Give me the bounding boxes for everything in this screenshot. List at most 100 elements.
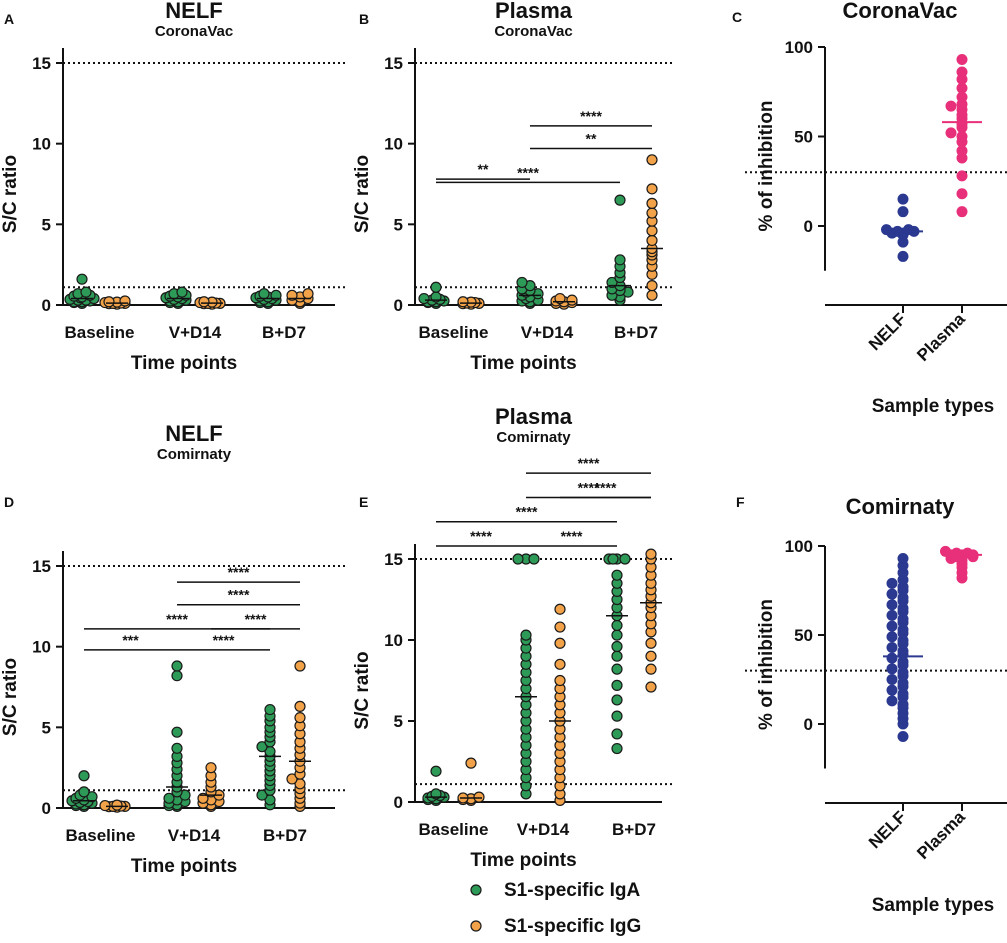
- data-point: [903, 224, 914, 236]
- significance-label: **: [478, 161, 489, 177]
- data-point: [611, 663, 623, 675]
- data-point: [258, 288, 270, 300]
- chart-panel-c: C CoronaVac 0 50 100 NELF Plasma Sample types % …: [732, 0, 1007, 417]
- x-tick-label: B+D7: [262, 323, 306, 342]
- data-point: [611, 640, 623, 653]
- x-tick-label: V+D14: [169, 323, 222, 342]
- y-tick-label: 10: [32, 135, 51, 154]
- data-point: [528, 553, 540, 565]
- significance-label: ***: [122, 632, 139, 648]
- data-point: [163, 792, 175, 804]
- data-point: [611, 650, 623, 662]
- x-tick-label: B+D7: [614, 323, 658, 342]
- data-point: [256, 741, 268, 753]
- y-tick-label: 50: [794, 626, 813, 645]
- data-point: [646, 289, 658, 301]
- data-point: [951, 547, 962, 559]
- data-point: [940, 545, 951, 557]
- data-point: [614, 194, 626, 206]
- y-tick-label: 5: [394, 215, 403, 234]
- data-point: [554, 658, 566, 670]
- data-point: [611, 694, 623, 706]
- data-point: [78, 786, 90, 798]
- x-axis-title: Sample types: [872, 895, 995, 916]
- data-point: [886, 652, 898, 664]
- data-point: [171, 726, 183, 738]
- significance-label: ****: [580, 108, 602, 124]
- data-point: [86, 791, 98, 803]
- x-axis-title: Time points: [131, 856, 237, 877]
- y-tick-label: 100: [785, 38, 813, 57]
- y-tick-label: 0: [42, 296, 51, 315]
- y-tick-label: 15: [384, 54, 403, 73]
- data-point: [99, 799, 111, 812]
- y-tick-label: 5: [42, 215, 51, 234]
- y-tick-label: 10: [384, 135, 403, 154]
- significance-label: ****: [166, 611, 188, 627]
- data-point: [646, 225, 658, 237]
- data-point: [512, 553, 524, 565]
- data-point: [294, 712, 306, 724]
- data-point: [554, 674, 566, 687]
- panel-letter: E: [359, 494, 368, 510]
- legend-marker: [470, 920, 482, 932]
- data-point: [956, 206, 968, 218]
- data-point: [645, 663, 657, 675]
- x-axis-title: Time points: [470, 353, 576, 374]
- y-tick-label: 0: [42, 799, 51, 818]
- data-point: [886, 663, 898, 675]
- data-point: [171, 742, 183, 754]
- data-point: [956, 66, 968, 78]
- x-tick-label: Baseline: [419, 323, 489, 342]
- chart-title: Comirnaty: [846, 494, 956, 519]
- x-tick-label: V+D14: [517, 820, 570, 839]
- significance-label: ****: [228, 564, 250, 580]
- legend: S1-specific IgA S1-specific IgG: [470, 880, 641, 937]
- significance-label: ****: [516, 504, 538, 520]
- significance-label: ****: [578, 455, 600, 471]
- data-point: [76, 273, 88, 285]
- chart-subtitle: CoronaVac: [494, 23, 572, 40]
- data-point: [614, 254, 626, 266]
- data-point: [607, 553, 619, 565]
- y-axis-title: S/C ratio: [352, 155, 373, 233]
- y-tick-label: 0: [804, 217, 813, 236]
- y-tick-label: 100: [785, 537, 813, 556]
- chart-title: Plasma: [495, 404, 573, 429]
- y-tick-label: 0: [394, 793, 403, 812]
- data-point: [205, 762, 217, 774]
- chart-subtitle: Comirnaty: [496, 429, 571, 446]
- data-point: [554, 603, 566, 615]
- y-tick-label: 10: [384, 631, 403, 650]
- data-point: [430, 281, 442, 293]
- y-tick-label: 5: [394, 712, 403, 731]
- data-point: [645, 637, 657, 649]
- x-axis-title: Sample types: [872, 396, 995, 417]
- data-point: [473, 791, 485, 803]
- x-tick-label: Baseline: [66, 826, 136, 845]
- data-point: [294, 660, 306, 672]
- data-point: [457, 296, 469, 308]
- data-point: [171, 670, 183, 682]
- y-tick-label: 5: [42, 718, 51, 737]
- data-point: [611, 728, 623, 740]
- data-point: [646, 234, 658, 247]
- y-axis-title: S/C ratio: [352, 651, 373, 729]
- y-tick-label: 15: [32, 54, 51, 73]
- data-point: [645, 681, 657, 693]
- data-point: [646, 154, 658, 166]
- data-point: [554, 637, 566, 649]
- legend-label: S1-specific IgA: [504, 880, 640, 901]
- significance-label: ****: [228, 587, 250, 603]
- data-point: [198, 296, 210, 308]
- legend-label: S1-specific IgG: [504, 916, 641, 937]
- data-point: [294, 700, 306, 712]
- data-point: [886, 599, 898, 611]
- data-point: [886, 620, 898, 632]
- data-point: [646, 197, 658, 209]
- panel-letter: C: [732, 9, 742, 25]
- chart-title: NELF: [165, 0, 222, 23]
